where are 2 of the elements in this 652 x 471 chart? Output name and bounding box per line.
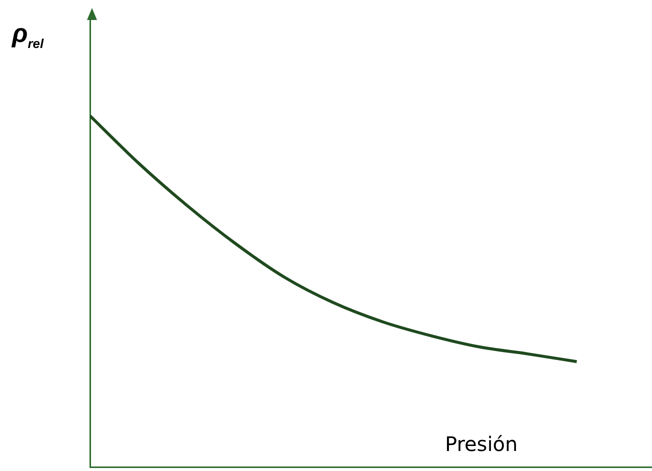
x-axis-title: Presión [445, 432, 518, 456]
y-axis-title: ρ$_{rel}$ [12, 18, 44, 52]
